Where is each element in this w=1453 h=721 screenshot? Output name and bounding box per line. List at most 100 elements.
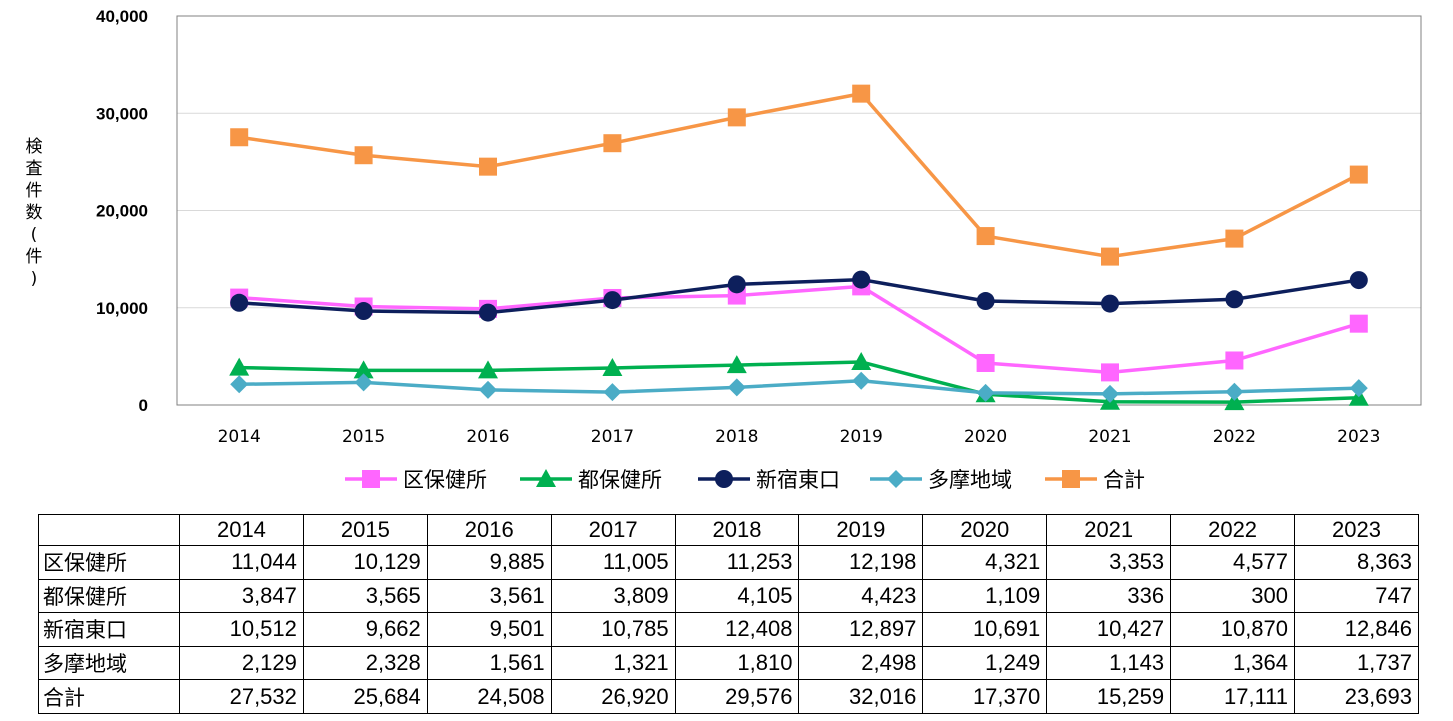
table-body: 区保健所 11,044 10,129 9,885 11,005 11,253 12,198 4… xyxy=(38,545,1419,714)
table-cell: 12,198 xyxy=(798,545,924,580)
data-point xyxy=(976,292,995,311)
data-point xyxy=(852,371,871,390)
data-point xyxy=(354,146,373,165)
data-point xyxy=(976,353,995,372)
series-2 xyxy=(229,351,1369,411)
table-cell: 300 xyxy=(1170,578,1296,614)
data-point xyxy=(230,128,249,147)
x-tick-label: 2014 xyxy=(218,427,261,447)
table-row: 区保健所 11,044 10,129 9,885 11,005 11,253 12,198 4… xyxy=(38,545,1419,580)
table-cell: 9,501 xyxy=(426,612,552,647)
table-cell: 2,328 xyxy=(302,645,428,681)
table-row-label: 合計 xyxy=(38,679,180,714)
table-cell: 1,109 xyxy=(922,578,1048,614)
x-tick-label: 2019 xyxy=(840,427,883,447)
data-point xyxy=(727,275,746,294)
table-cell: 336 xyxy=(1046,578,1172,614)
table-cell: 1,364 xyxy=(1170,645,1296,681)
table-row: 合計 27,532 25,684 24,508 26,920 29,576 32,016 17… xyxy=(38,679,1419,714)
data-table: 2014 2015 2016 2017 2018 2019 2020 2021 2022 2023… xyxy=(38,514,1419,714)
table-cell: 2,498 xyxy=(798,645,924,681)
data-point xyxy=(354,373,373,392)
table-cell: 3,561 xyxy=(426,578,552,614)
data-point xyxy=(229,357,250,376)
table-cell: 11,005 xyxy=(550,545,676,580)
table-cell: 11,253 xyxy=(674,545,800,580)
table-cell: 10,691 xyxy=(922,612,1048,647)
x-tick-label: 2023 xyxy=(1337,427,1380,447)
data-point xyxy=(1225,229,1244,248)
data-point xyxy=(354,302,373,321)
data-point xyxy=(727,108,746,127)
series-3 xyxy=(230,270,1368,322)
table-cell: 29,576 xyxy=(674,679,800,714)
data-point xyxy=(726,355,747,374)
legend-item: 区保健所 xyxy=(345,468,487,492)
data-point xyxy=(1225,290,1244,309)
table-header-cell: 2020 xyxy=(922,514,1048,546)
legend-label: 区保健所 xyxy=(403,468,487,492)
table-cell: 10,785 xyxy=(550,612,676,647)
table-cell: 17,370 xyxy=(922,679,1048,714)
table-header-cell: 2018 xyxy=(674,514,800,546)
table-cell: 12,846 xyxy=(1294,612,1419,647)
table-cell: 12,897 xyxy=(798,612,924,647)
data-point xyxy=(479,157,497,176)
x-tick-label: 2021 xyxy=(1088,427,1131,447)
x-tick-label: 2020 xyxy=(964,427,1007,447)
table-header-cell: 2019 xyxy=(798,514,924,546)
data-point xyxy=(603,134,622,153)
table-cell: 32,016 xyxy=(798,679,924,714)
table-cell: 24,508 xyxy=(426,679,552,714)
data-point xyxy=(353,360,374,379)
table-header-cell: 2014 xyxy=(179,514,304,546)
table-corner-cell xyxy=(38,514,180,546)
table-cell: 1,249 xyxy=(922,645,1048,681)
table-header-row: 2014 2015 2016 2017 2018 2019 2020 2021 2022 2023 xyxy=(38,514,1419,546)
table-header-cell: 2021 xyxy=(1046,514,1172,546)
legend-item: 都保健所 xyxy=(520,468,662,492)
legend-item: 多摩地域 xyxy=(870,468,1012,492)
series-4 xyxy=(230,371,1368,403)
data-point xyxy=(1349,314,1368,333)
data-point xyxy=(1101,384,1119,403)
table-row-label: 多摩地域 xyxy=(38,645,180,681)
table-cell: 3,809 xyxy=(550,578,676,614)
series-layer xyxy=(229,84,1369,411)
table-cell: 3,353 xyxy=(1046,545,1172,580)
series-1 xyxy=(230,277,1368,382)
legend-item: 合計 xyxy=(1045,468,1145,492)
table-cell: 2,129 xyxy=(179,645,304,681)
y-axis-ticks: 0 10,000 20,000 30,000 40,000 xyxy=(96,7,148,415)
table-cell: 1,321 xyxy=(550,645,676,681)
data-point xyxy=(602,357,623,376)
data-point xyxy=(1225,382,1244,401)
series-line xyxy=(239,360,1359,404)
table-cell: 4,577 xyxy=(1170,545,1296,580)
table-row: 新宿東口 10,512 9,662 9,501 10,785 12,408 12,897 10… xyxy=(38,612,1419,647)
table-cell: 1,143 xyxy=(1046,645,1172,681)
plot-area xyxy=(176,15,1422,406)
table-header-cell: 2017 xyxy=(550,514,676,546)
table-cell: 10,129 xyxy=(302,545,428,580)
table-cell: 26,920 xyxy=(550,679,676,714)
legend-label: 新宿東口 xyxy=(756,468,840,492)
gridlines xyxy=(177,112,1421,309)
table-cell: 1,810 xyxy=(674,645,800,681)
data-point xyxy=(603,291,622,310)
data-point xyxy=(230,293,249,312)
table-cell: 23,693 xyxy=(1294,679,1419,714)
data-point xyxy=(1349,271,1368,290)
table-cell: 12,408 xyxy=(674,612,800,647)
x-tick-label: 2018 xyxy=(715,427,758,447)
legend-label: 多摩地域 xyxy=(928,468,1012,492)
legend-marker xyxy=(362,470,380,488)
legend-label: 合計 xyxy=(1103,468,1145,492)
x-axis-ticks: 2014 2015 2016 2017 2018 2019 2020 2021 2022 2023 xyxy=(218,427,1381,447)
x-tick-label: 2022 xyxy=(1213,427,1256,447)
table-row: 多摩地域 2,129 2,328 1,561 1,321 1,810 2,498 1,249 1… xyxy=(38,645,1419,681)
y-tick-label: 40,000 xyxy=(96,7,148,26)
legend-label: 都保健所 xyxy=(578,468,662,492)
y-axis-label: 検査件数(件) xyxy=(26,137,43,289)
